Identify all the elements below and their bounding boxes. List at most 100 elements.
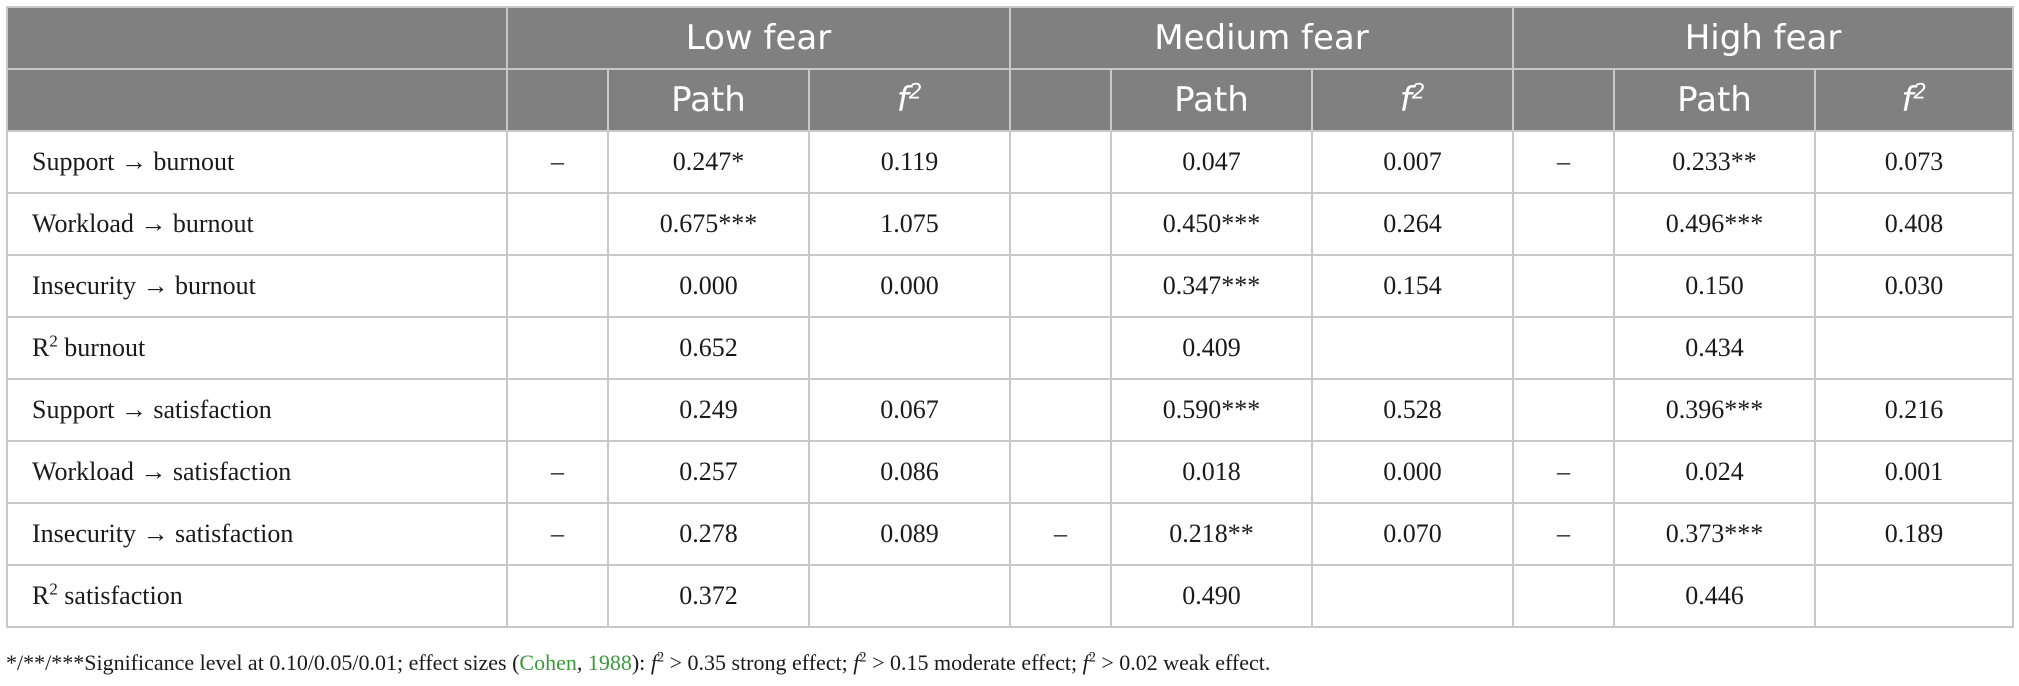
path-cell-medium: 0.018 [1110, 440, 1313, 504]
row-label-text: Support → burnout [32, 147, 235, 176]
f2-cell-medium: 0.528 [1311, 378, 1514, 442]
row-label-superscript: 2 [49, 579, 58, 599]
f2-header-high: f2 [1813, 68, 2015, 132]
path-cell-low: 0.247* [607, 130, 810, 194]
path-cell-low: 0.372 [607, 564, 810, 628]
table-body: Support → burnout –0.247* 0.119 0.047 0.007–… [6, 130, 2015, 628]
footnote-f-symbol: f [650, 650, 657, 675]
path-cell-low: 0.000 [607, 254, 810, 318]
sign-cell-high: – [1512, 130, 1615, 194]
path-cell-high: 0.373*** [1613, 502, 1816, 566]
sign-cell-low: – [506, 502, 609, 566]
f2-cell-low: 0.089 [808, 502, 1011, 566]
sign-cell-medium [1009, 564, 1112, 628]
row-label: Workload → satisfaction [6, 440, 508, 504]
row-label: Support → burnout [6, 130, 508, 194]
sign-cell-low [506, 378, 609, 442]
f2-cell-medium: 0.264 [1311, 192, 1514, 256]
f2-cell-low: 0.119 [808, 130, 1011, 194]
sign-cell-high [1512, 316, 1615, 380]
sign-subheader-low [506, 68, 609, 132]
path-cell-medium: 0.047 [1110, 130, 1313, 194]
f2-cell-high: 0.030 [1813, 254, 2015, 318]
f2-cell-high [1813, 316, 2015, 380]
f2-cell-high: 0.001 [1813, 440, 2015, 504]
sign-cell-low [506, 316, 609, 380]
citation-author-link[interactable]: Cohen [519, 650, 577, 675]
results-table-container: Low fear Medium fear High fear Path f2 P… [6, 6, 2015, 628]
f2-cell-medium: 0.154 [1311, 254, 1514, 318]
sign-subheader-medium [1009, 68, 1112, 132]
group-header-row: Low fear Medium fear High fear [6, 6, 2015, 70]
path-cell-high: 0.396*** [1613, 378, 1816, 442]
f2-cell-medium: 0.000 [1311, 440, 1514, 504]
sign-cell-medium [1009, 254, 1112, 318]
path-cell-medium: 0.218** [1110, 502, 1313, 566]
path-cell-high: 0.434 [1613, 316, 1816, 380]
path-cell-low: 0.675*** [607, 192, 810, 256]
sign-cell-high [1512, 192, 1615, 256]
path-cell-low: 0.652 [607, 316, 810, 380]
table-row: Workload → burnout 0.675*** 1.075 0.450*** 0… [6, 192, 2015, 256]
footnote-after-cite: ): [631, 650, 651, 675]
sub-header-row: Path f2 Path f2 Path f2 [6, 68, 2015, 132]
citation-year-link[interactable]: 1988 [587, 650, 632, 675]
path-cell-medium: 0.409 [1110, 316, 1313, 380]
f2-cell-high: 0.408 [1813, 192, 2015, 256]
row-label-text: Workload → satisfaction [32, 457, 292, 486]
table-row: Insecurity → satisfaction –0.278 0.089–0.2… [6, 502, 2015, 566]
path-cell-low: 0.249 [607, 378, 810, 442]
row-label-superscript: 2 [49, 331, 58, 351]
path-cell-high: 0.446 [1613, 564, 1816, 628]
table-footnote: */**/***Significance level at 0.10/0.05/… [6, 650, 1270, 676]
path-header-medium: Path [1110, 68, 1313, 132]
sign-cell-high [1512, 378, 1615, 442]
sign-cell-low: – [506, 130, 609, 194]
f2-cell-high: 0.073 [1813, 130, 2015, 194]
sign-cell-medium [1009, 378, 1112, 442]
corner-header-cell [6, 6, 508, 70]
sign-cell-high [1512, 254, 1615, 318]
row-label-text: Support → satisfaction [32, 395, 272, 424]
row-label-text: Insecurity → satisfaction [32, 519, 294, 548]
f2-cell-low: 1.075 [808, 192, 1011, 256]
sign-cell-medium [1009, 192, 1112, 256]
row-label: R2 satisfaction [6, 564, 508, 628]
footnote-weak: > 0.02 weak effect. [1095, 650, 1271, 675]
sign-cell-high: – [1512, 440, 1615, 504]
path-cell-low: 0.278 [607, 502, 810, 566]
path-cell-high: 0.233** [1613, 130, 1816, 194]
group-header-medium-fear: Medium fear [1009, 6, 1514, 70]
path-cell-high: 0.496*** [1613, 192, 1816, 256]
table-row: Insecurity → burnout 0.000 0.000 0.347*** 0.… [6, 254, 2015, 318]
f2-cell-high [1813, 564, 2015, 628]
row-label-tail: burnout [57, 333, 146, 362]
sign-cell-medium [1009, 130, 1112, 194]
footnote-f-sup: 2 [1088, 649, 1096, 666]
row-label: Insecurity → satisfaction [6, 502, 508, 566]
f2-header-medium: f2 [1311, 68, 1514, 132]
sign-cell-medium [1009, 440, 1112, 504]
group-header-high-fear: High fear [1511, 6, 2015, 70]
footnote-strong: > 0.35 strong effect; [664, 650, 854, 675]
footnote-f-sup: 2 [859, 649, 867, 666]
sign-cell-low [506, 254, 609, 318]
sign-cell-high: – [1512, 502, 1615, 566]
path-cell-medium: 0.347*** [1110, 254, 1313, 318]
footnote-f-symbol: f [1082, 650, 1089, 675]
row-label-text: R [32, 333, 50, 362]
f2-cell-low: 0.067 [808, 378, 1011, 442]
row-label-tail: satisfaction [57, 581, 183, 610]
row-label: Support → satisfaction [6, 378, 508, 442]
footnote-lead: */**/***Significance level at 0.10/0.05/… [6, 650, 520, 675]
path-header-low: Path [607, 68, 810, 132]
path-header-high: Path [1613, 68, 1816, 132]
sign-cell-low [506, 192, 609, 256]
f2-cell-low: 0.000 [808, 254, 1011, 318]
sign-cell-low: – [506, 440, 609, 504]
footnote-moderate: > 0.15 moderate effect; [866, 650, 1083, 675]
f2-cell-high: 0.216 [1813, 378, 2015, 442]
table-row: Support → satisfaction 0.249 0.067 0.590***… [6, 378, 2015, 442]
path-cell-high: 0.150 [1613, 254, 1816, 318]
corner-subheader-cell [6, 68, 508, 132]
